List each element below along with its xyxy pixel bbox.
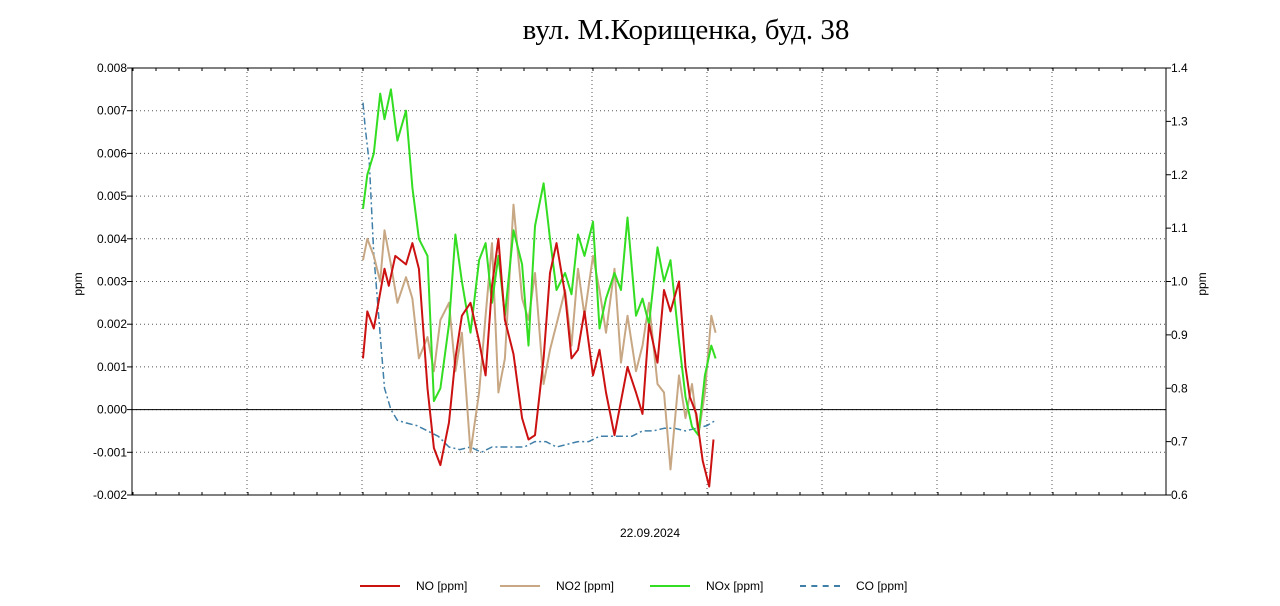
y-axis-label-right: ppm [1195,272,1209,295]
series-line-nox [362,88,717,437]
tick-labels: -0.002 -0.001 0.000 0.001 0.002 0.003 0.004 0.0… [93,61,1188,502]
series-line-no [362,237,715,488]
y-tick-label-left: 0.002 [97,317,127,331]
legend-swatch [500,585,540,587]
legend-swatch [360,585,400,587]
y-tick-label-left: 0.003 [97,275,127,289]
legend-label: NO2 [ppm] [556,579,615,593]
legend-item-no: NO [ppm] [360,575,467,597]
y-tick-label-right: 0.6 [1171,488,1188,502]
chart-legend: NO [ppm] NO2 [ppm] NOx [ppm] CO [ppm] [0,575,1280,597]
legend-item-nox: NOx [ppm] [650,575,763,597]
y-tick-label-left: 0.008 [97,61,127,75]
chart-title: вул. М.Корищенка, буд. 38 [522,14,850,46]
y-tick-label-left: 0.000 [97,403,127,417]
series-lines [362,88,717,488]
y-tick-label-right: 0.8 [1171,381,1188,395]
y-tick-label-right: 0.9 [1171,328,1188,342]
legend-swatch [800,585,840,587]
legend-label: NOx [ppm] [706,579,764,593]
tick-marks [127,67,1171,496]
x-axis-date-label: 22.09.2024 [619,526,681,540]
y-tick-label-right: 1.4 [1171,61,1188,75]
legend-label: CO [ppm] [856,579,908,593]
y-axis-label-left: ppm [71,272,85,295]
y-tick-label-right: 1.2 [1171,168,1188,182]
y-tick-label-right: 0.7 [1171,435,1188,449]
series-line-no2 [362,203,717,471]
y-tick-label-left: -0.002 [93,488,127,502]
y-tick-label-left: 0.004 [97,232,127,246]
legend-item-co: CO [ppm] [800,575,907,597]
y-tick-label-left: 0.005 [97,189,127,203]
legend-item-no2: NO2 [ppm] [500,575,614,597]
y-tick-label-left: -0.001 [93,445,127,459]
y-tick-label-left: 0.007 [97,104,127,118]
y-tick-label-right: 1.3 [1171,114,1188,128]
y-tick-label-left: 0.001 [97,360,127,374]
legend-swatch [650,585,690,587]
series-line-co [362,102,716,454]
y-tick-label-right: 1.0 [1171,275,1188,289]
legend-label: NO [ppm] [416,579,468,593]
y-tick-label-right: 1.1 [1171,221,1188,235]
y-tick-label-left: 0.006 [97,146,127,160]
